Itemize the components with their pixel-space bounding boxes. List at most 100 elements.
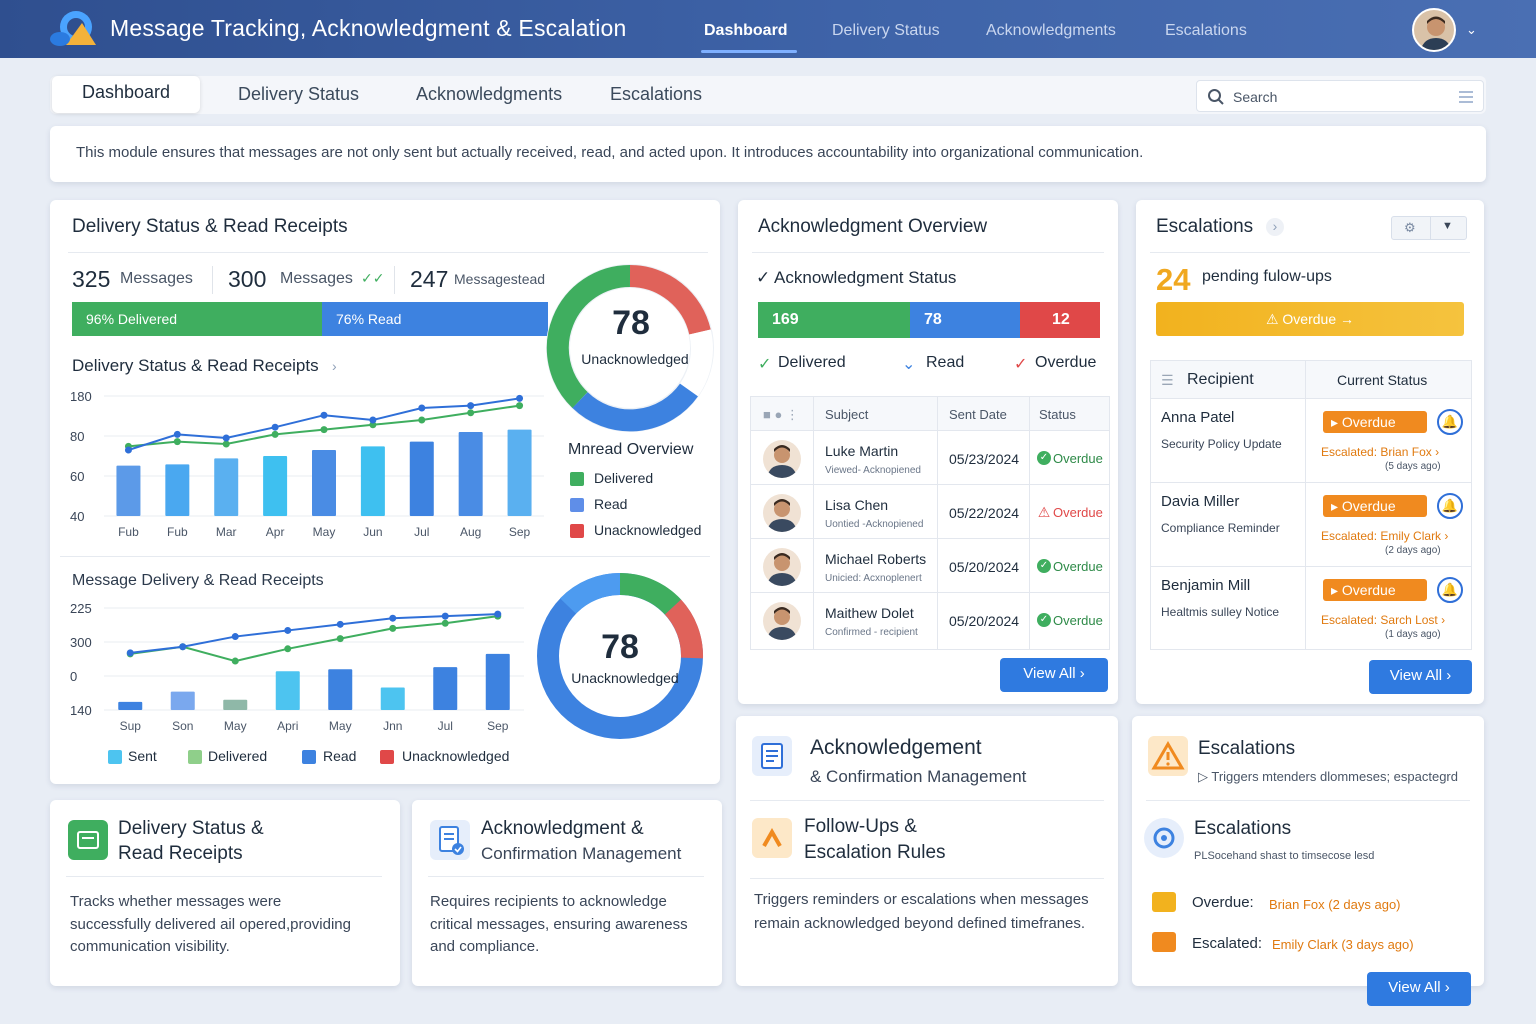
- legend2-unacknowledged: Unacknowledged: [402, 748, 510, 764]
- ack-view-all-button[interactable]: View All ›: [1000, 658, 1108, 692]
- tab-acknowledgments[interactable]: Acknowledgments: [416, 84, 563, 104]
- legend2-swatch-unacknowledged: [380, 750, 394, 764]
- chevron-right-icon[interactable]: ›: [1266, 218, 1284, 236]
- card4-view-all-button[interactable]: View All ›: [1367, 972, 1471, 1006]
- gauge2-value: 78: [601, 628, 639, 666]
- point-delivered: [271, 430, 279, 438]
- bar-read: [312, 450, 336, 516]
- table-row[interactable]: Luke Martin Viewed- Acknopiened 05/23/2024…: [751, 431, 1109, 485]
- table-row[interactable]: Michael Roberts Unicied: Acxnoplenert 05/2…: [751, 539, 1109, 593]
- caret-down-icon[interactable]: ▼: [1442, 220, 1453, 232]
- row-name: Michael Roberts: [825, 551, 927, 567]
- gauge-label: Unacknowledged: [581, 351, 689, 367]
- topnav-dashboard[interactable]: Dashboard: [704, 22, 788, 39]
- chart2-title: Message Delivery & Read Receipts: [72, 572, 324, 589]
- bar-read: [507, 429, 532, 516]
- bar-read: [458, 432, 483, 516]
- point-delivered: [441, 619, 449, 627]
- table-row[interactable]: Anna Patel Security Policy Update ▸ Overdu…: [1151, 399, 1471, 483]
- escalated-ago: (5 days ago): [1385, 461, 1441, 472]
- x-tick-label: Jul: [438, 719, 453, 733]
- point-read: [126, 649, 134, 657]
- legend-swatch-delivered: [570, 472, 584, 486]
- bell-icon[interactable]: 🔔: [1437, 577, 1463, 603]
- col-subject[interactable]: Subject: [825, 407, 869, 422]
- esc-settings-dropdown[interactable]: ⚙ ▼: [1391, 216, 1467, 240]
- filter-icon[interactable]: ■ ● ⋮: [763, 407, 799, 422]
- y-tick-label: 0: [70, 669, 77, 684]
- overdue-badge[interactable]: ▸ Overdue: [1323, 495, 1427, 517]
- bar-read: [409, 441, 434, 516]
- table-row[interactable]: Lisa Chen Uontied -Acknopiened 05/22/2024 ⚠…: [751, 485, 1109, 539]
- unacknowledged-gauge-2: [537, 572, 703, 739]
- bar-read: [360, 446, 385, 516]
- escalation-target-icon: [1144, 818, 1184, 858]
- x-tick-label: May: [224, 719, 247, 733]
- esc-view-all-button[interactable]: View All ›: [1369, 660, 1472, 694]
- col-status[interactable]: Status: [1039, 407, 1076, 422]
- point-read: [494, 610, 502, 618]
- legend2-read: Read: [323, 748, 357, 764]
- chevron-right-icon[interactable]: ›: [332, 358, 337, 374]
- y-tick-label: 60: [70, 469, 84, 484]
- legend-unacknowledged: Unacknowledged: [594, 522, 702, 538]
- bell-icon[interactable]: 🔔: [1437, 493, 1463, 519]
- topnav-acknowledgments[interactable]: Acknowledgments: [986, 22, 1116, 39]
- warning-icon: ⚠: [1037, 504, 1051, 520]
- message-delivery-chart: 225 300 0 140 Sup Son May Apri May Jnn Jul Sep: [70, 602, 524, 733]
- tab-dashboard[interactable]: Dashboard: [52, 76, 201, 113]
- table-row[interactable]: Davia Miller Compliance Reminder ▸ Overdue…: [1151, 483, 1471, 567]
- check-circle-icon: ✓: [1037, 451, 1051, 465]
- chevron-down-icon[interactable]: ⌄: [1466, 22, 1477, 37]
- user-avatar[interactable]: [1412, 8, 1456, 52]
- document-icon: [752, 736, 792, 776]
- esc-count-label: pending fulow-ups: [1202, 268, 1332, 285]
- card1-body-3: communication visibility.: [70, 938, 230, 955]
- topnav-escalations[interactable]: Escalations: [1165, 22, 1247, 39]
- col-sent-date[interactable]: Sent Date: [949, 407, 1007, 422]
- tab-escalations[interactable]: Escalations: [610, 84, 703, 104]
- y-tick-label: 180: [70, 390, 92, 404]
- ack-bar-delivered: 169: [758, 302, 910, 338]
- bell-icon[interactable]: 🔔: [1437, 409, 1463, 435]
- x-tick-label: May: [313, 525, 336, 539]
- gear-icon[interactable]: ⚙: [1404, 220, 1416, 235]
- card4-escalated-value: Emily Clark (3 days ago): [1272, 937, 1414, 952]
- row-date: 05/20/2024: [949, 559, 1020, 575]
- card2-body-3: and compliance.: [430, 938, 540, 955]
- tab-delivery-status[interactable]: Delivery Status: [238, 84, 360, 104]
- col-current-status[interactable]: Current Status: [1337, 372, 1428, 388]
- bar-sent: [170, 691, 195, 710]
- point-unacknowledged: [369, 416, 377, 424]
- row-subtext: Unicied: Acxnoplenert: [825, 573, 922, 584]
- recipient-name: Anna Patel: [1161, 409, 1235, 426]
- list-icon[interactable]: [1457, 88, 1475, 106]
- table-row[interactable]: Benjamin Mill Healtmis sulley Notice ▸ Ove…: [1151, 567, 1471, 651]
- legend-read: Read: [594, 496, 628, 512]
- x-tick-label: Fub: [167, 525, 188, 539]
- search-input[interactable]: Search: [1233, 89, 1278, 105]
- overdue-banner[interactable]: ⚠ Overdue →: [1156, 302, 1464, 336]
- overdue-badge[interactable]: ▸ Overdue: [1323, 411, 1427, 433]
- table-row[interactable]: Maithew Dolet Confirmed - recipient 05/20/…: [751, 593, 1109, 647]
- card1-title-2: Read Receipts: [118, 843, 243, 864]
- topnav-delivery-status[interactable]: Delivery Status: [832, 22, 940, 39]
- card4-sub-2: PLSocehand shast to timsecose lesd: [1194, 850, 1375, 862]
- card4-sub: ▷ Triggers mtenders dlommeses; espactegr…: [1198, 769, 1458, 784]
- read-progress-bar: 76% Read: [322, 302, 548, 336]
- chart1-title: Delivery Status & Read Receipts: [72, 356, 319, 375]
- search-box[interactable]: Search: [1196, 80, 1484, 112]
- row-status: Overdue: [1053, 559, 1103, 574]
- point-unacknowledged: [320, 411, 328, 419]
- list-icon: ☰: [1161, 372, 1174, 388]
- point-delivered: [231, 657, 239, 665]
- bar-sent: [380, 687, 405, 710]
- escalations-panel: Escalations › ⚙ ▼ 24 pending fulow-ups ⚠…: [1136, 200, 1484, 704]
- bar-sent: [223, 699, 248, 710]
- point-delivered: [284, 645, 292, 653]
- card1-body-2: successfully delivered ail opered,provid…: [70, 916, 351, 933]
- overdue-badge[interactable]: ▸ Overdue: [1323, 579, 1427, 601]
- bar-sent: [485, 653, 510, 710]
- col-recipient[interactable]: Recipient: [1187, 371, 1254, 388]
- card2-body-2: critical messages, ensuring awareness: [430, 916, 688, 933]
